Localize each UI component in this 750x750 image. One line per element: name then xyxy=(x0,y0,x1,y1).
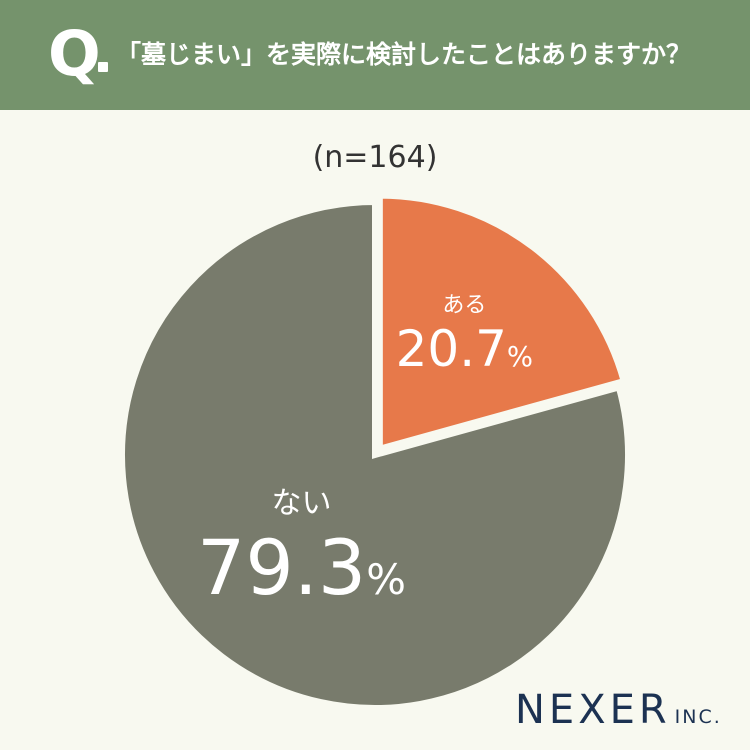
q-letter: Q xyxy=(48,17,101,90)
slice-unit-aru: % xyxy=(506,340,534,373)
slice-value-nai: 79.3 xyxy=(197,522,367,612)
nexer-logo: NEXER INC. xyxy=(515,687,722,733)
slice-percent-nai: 79.3% xyxy=(197,522,406,622)
slice-value-aru: 20.7 xyxy=(395,319,507,378)
slice-label-nai: ない 79.3% xyxy=(197,482,406,622)
slice-name-nai: ない xyxy=(271,485,332,521)
pie-slice-nai xyxy=(119,198,631,711)
slice-name-aru: ある xyxy=(442,292,487,318)
pie-slice-aru xyxy=(376,192,628,453)
logo-sub-text: INC. xyxy=(674,706,722,728)
slice-percent-aru: 20.7% xyxy=(396,321,533,385)
sample-size: (n=164) xyxy=(312,140,438,175)
q-dot-mark xyxy=(98,62,108,72)
logo-main-text: NEXER xyxy=(515,687,671,733)
slice-unit-nai: % xyxy=(366,554,406,604)
question-text: 「墓じまい」を実際に検討したことはありますか？ xyxy=(116,40,692,69)
slice-label-aru: ある 20.7% xyxy=(396,291,533,385)
question-header: Q 「墓じまい」を実際に検討したことはありますか？ xyxy=(0,0,750,110)
